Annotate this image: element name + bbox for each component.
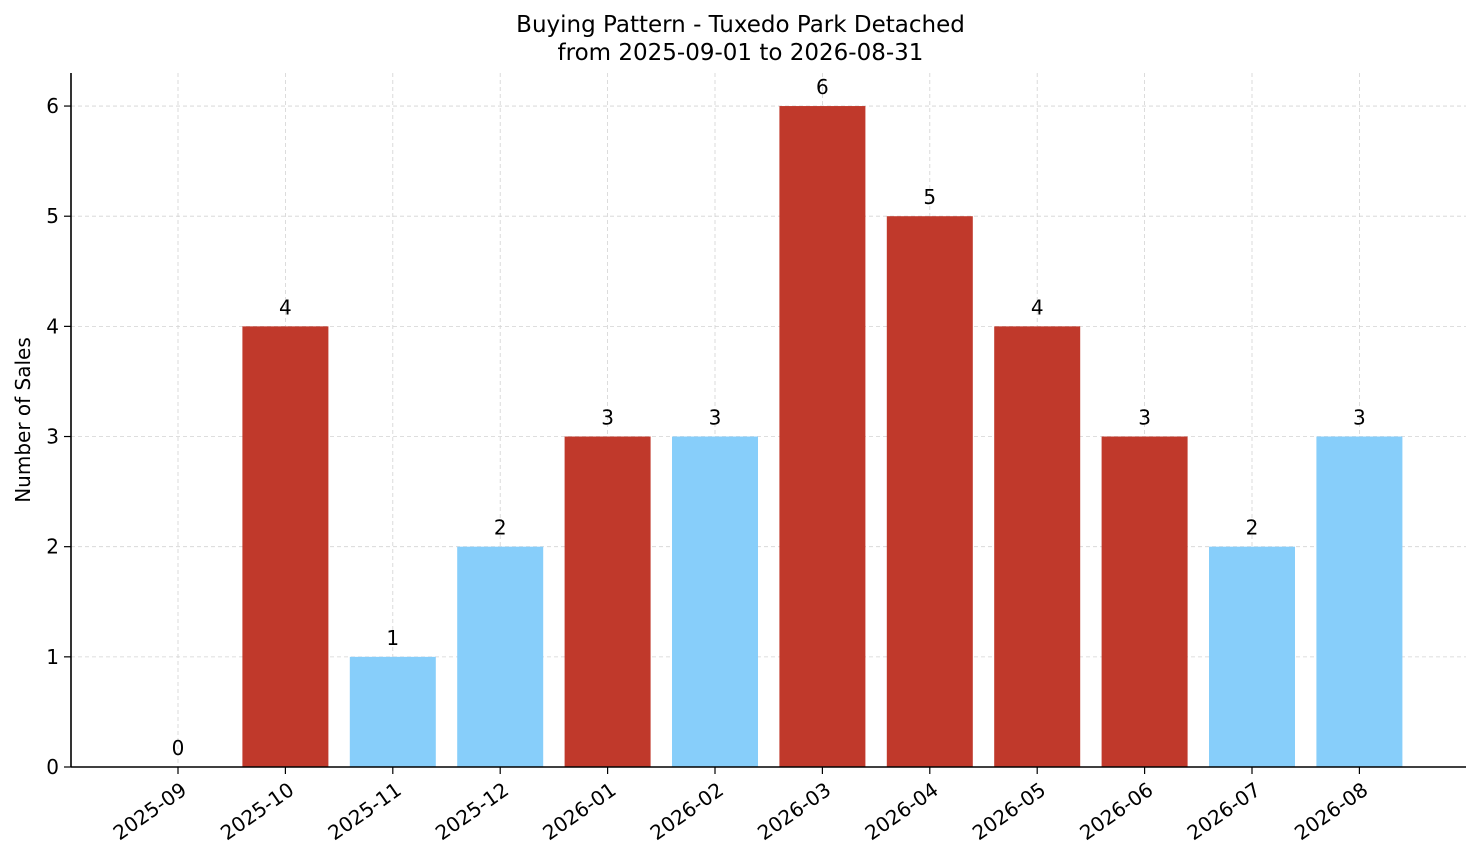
bar-value-label: 0 (172, 736, 185, 760)
bar (1316, 436, 1403, 767)
bar (564, 436, 651, 767)
bar (886, 216, 973, 767)
bar (672, 436, 758, 767)
y-tick-label: 4 (46, 314, 59, 338)
chart-title: Buying Pattern - Tuxedo Park Detached (516, 12, 965, 38)
bar-value-label: 3 (1353, 406, 1366, 430)
bar (457, 546, 544, 767)
bar (1101, 436, 1188, 767)
x-tick-label: 2025-10 (216, 777, 298, 845)
bar-value-label: 6 (816, 75, 829, 99)
bars (242, 106, 1403, 768)
y-tick-label: 5 (46, 204, 59, 228)
x-tick-label: 2026-02 (646, 777, 728, 845)
x-tick-label: 2026-03 (753, 777, 835, 845)
x-tick-label: 2026-07 (1183, 777, 1265, 845)
bar-value-label: 5 (923, 185, 936, 209)
bar-value-label: 4 (279, 295, 292, 319)
bar-value-label: 4 (1031, 295, 1044, 319)
x-tick-label: 2026-08 (1290, 777, 1372, 845)
bar-value-label: 1 (386, 626, 399, 650)
y-tick-label: 6 (46, 94, 59, 118)
x-tick-label: 2025-09 (109, 777, 191, 845)
bar (349, 656, 436, 767)
y-tick-label: 3 (46, 425, 59, 449)
y-axis-label: Number of Sales (11, 337, 35, 503)
y-tick-label: 1 (46, 645, 59, 669)
x-tick-label: 2025-11 (323, 777, 405, 845)
bar (779, 106, 866, 768)
bar (994, 326, 1081, 767)
bar-value-label: 2 (1246, 516, 1259, 540)
chart-subtitle: from 2025-09-01 to 2026-08-31 (557, 40, 924, 66)
x-tick-label: 2026-04 (860, 777, 942, 845)
bar (1209, 546, 1295, 767)
bar (242, 326, 329, 767)
y-tick-label: 2 (46, 535, 59, 559)
x-tick-label: 2026-06 (1075, 777, 1157, 845)
x-tick-label: 2026-01 (538, 777, 620, 845)
bar-value-label: 3 (1138, 406, 1151, 430)
axes (64, 73, 1466, 774)
y-tick-label: 0 (46, 755, 59, 779)
bar-value-label: 3 (709, 406, 722, 430)
bar-value-label: 3 (601, 406, 614, 430)
bar-value-label: 2 (494, 516, 507, 540)
x-tick-label: 2026-05 (968, 777, 1050, 845)
x-tick-label: 2025-12 (431, 777, 513, 845)
